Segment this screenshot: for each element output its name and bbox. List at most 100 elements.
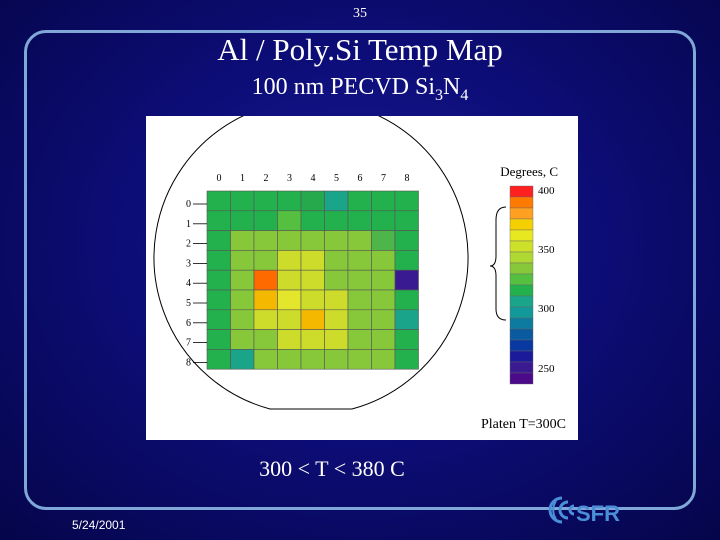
temperature-cell-r8-c7	[371, 349, 396, 370]
temperature-cell-r1-c4	[300, 210, 325, 231]
temperature-cell-r0-c5	[324, 190, 349, 212]
legend-swatch-10	[509, 295, 534, 308]
column-label-3: 3	[287, 173, 292, 184]
temperature-cell-r4-c5	[324, 269, 349, 291]
temperature-cell-r5-c0	[206, 289, 231, 311]
temperature-cell-r4-c2	[253, 269, 278, 291]
temperature-cell-r6-c5	[324, 309, 349, 330]
legend-swatch-0	[509, 185, 534, 198]
legend-swatch-14	[509, 339, 534, 352]
temperature-cell-r7-c2	[253, 329, 278, 350]
temperature-cell-r1-c1	[230, 210, 255, 231]
temperature-cell-r3-c2	[253, 250, 278, 271]
temperature-map: 0 1 2 3 4 5 6 7 8 0 1 2 3 4 5 6 7 8 400 350 300 250 Degrees…	[153, 116, 566, 432]
row-label-3: 3	[186, 258, 191, 269]
legend-swatch-8	[509, 273, 534, 286]
temperature-cell-r5-c2	[253, 289, 278, 311]
legend-swatch-16	[509, 361, 534, 374]
temperature-cell-r3-c6	[347, 250, 372, 271]
temperature-cell-r2-c6	[347, 230, 372, 251]
temperature-cell-r8-c8	[394, 349, 419, 370]
temperature-cell-r8-c4	[300, 349, 325, 370]
temperature-cell-r2-c5	[324, 230, 349, 251]
temperature-cell-r6-c7	[371, 309, 396, 330]
temperature-cell-r6-c0	[206, 309, 231, 330]
temperature-cell-r2-c8	[394, 230, 419, 251]
legend-swatch-3	[509, 218, 534, 231]
temperature-cell-r4-c8	[394, 269, 419, 291]
temperature-cell-r7-c5	[324, 329, 349, 350]
temperature-cell-r7-c0	[206, 329, 231, 350]
row-label-0: 0	[186, 199, 191, 210]
temperature-cell-r2-c0	[206, 230, 231, 251]
temperature-cell-r5-c7	[371, 289, 396, 311]
legend-tick-350: 350	[538, 244, 555, 256]
temperature-cell-r5-c1	[230, 289, 255, 311]
temperature-map-panel: 0 1 2 3 4 5 6 7 8 0 1 2 3 4 5 6 7 8 400 350 300 250 Degrees…	[146, 116, 578, 440]
slide-number: 35	[353, 6, 367, 21]
temperature-cell-r1-c3	[277, 210, 302, 231]
temperature-cell-r2-c4	[300, 230, 325, 251]
temperature-cell-r7-c7	[371, 329, 396, 350]
row-label-7: 7	[186, 338, 191, 349]
temperature-cell-r3-c3	[277, 250, 302, 271]
row-label-6: 6	[186, 318, 191, 329]
temperature-cell-r6-c4	[300, 309, 325, 330]
temperature-cell-r7-c3	[277, 329, 302, 350]
wafer-outline	[153, 116, 469, 410]
temperature-cell-r3-c5	[324, 250, 349, 271]
column-label-6: 6	[358, 173, 363, 184]
slide-date: 5/24/2001	[72, 518, 126, 532]
column-label-4: 4	[311, 173, 316, 184]
temperature-cell-r0-c1	[230, 190, 255, 212]
temperature-cell-r1-c5	[324, 210, 349, 231]
temperature-cell-r8-c3	[277, 349, 302, 370]
temperature-cell-r3-c4	[300, 250, 325, 271]
sfr-logo: SFR	[548, 496, 620, 526]
temperature-cell-r1-c8	[394, 210, 419, 231]
temperature-cell-r0-c0	[206, 190, 231, 212]
temperature-cell-r2-c7	[371, 230, 396, 251]
temperature-cell-r0-c8	[394, 190, 419, 212]
temperature-cell-r5-c8	[394, 289, 419, 311]
temperature-cell-r7-c8	[394, 329, 419, 350]
temperature-range-text: 300 < T < 380 C	[259, 456, 405, 481]
temperature-cell-r6-c2	[253, 309, 278, 330]
temperature-cell-r1-c2	[253, 210, 278, 231]
temperature-cell-r4-c7	[371, 269, 396, 291]
legend-swatch-6	[509, 251, 534, 264]
temperature-cell-r8-c1	[230, 349, 255, 370]
legend-tick-250: 250	[538, 363, 555, 375]
row-label-5: 5	[186, 298, 191, 309]
temperature-cell-r0-c6	[347, 190, 372, 212]
sfr-logo-text: SFR	[576, 501, 620, 526]
temperature-cell-r5-c5	[324, 289, 349, 311]
column-label-0: 0	[217, 173, 222, 184]
legend-bracket	[489, 206, 507, 321]
temperature-cell-r2-c3	[277, 230, 302, 251]
column-label-2: 2	[264, 173, 269, 184]
temperature-cell-r4-c0	[206, 269, 231, 291]
temperature-cell-r6-c1	[230, 309, 255, 330]
temperature-cell-r6-c3	[277, 309, 302, 330]
column-label-7: 7	[381, 173, 386, 184]
temperature-cell-r1-c7	[371, 210, 396, 231]
temperature-cell-r5-c4	[300, 289, 325, 311]
column-label-8: 8	[405, 173, 410, 184]
temperature-cell-r5-c3	[277, 289, 302, 311]
temperature-cell-r2-c2	[253, 230, 278, 251]
temperature-cell-r0-c2	[253, 190, 278, 212]
temperature-cell-r4-c6	[347, 269, 372, 291]
legend-tick-300: 300	[538, 303, 555, 315]
temperature-cell-r7-c4	[300, 329, 325, 350]
temperature-cell-r0-c3	[277, 190, 302, 212]
temperature-cell-r3-c8	[394, 250, 419, 271]
temperature-cell-r3-c7	[371, 250, 396, 271]
temperature-cell-r0-c7	[371, 190, 396, 212]
temperature-cell-r8-c5	[324, 349, 349, 370]
temperature-cell-r6-c6	[347, 309, 372, 330]
legend-swatch-2	[509, 207, 534, 220]
temperature-cell-r4-c4	[300, 269, 325, 291]
temperature-cell-r4-c3	[277, 269, 302, 291]
legend-swatch-12	[509, 317, 534, 330]
